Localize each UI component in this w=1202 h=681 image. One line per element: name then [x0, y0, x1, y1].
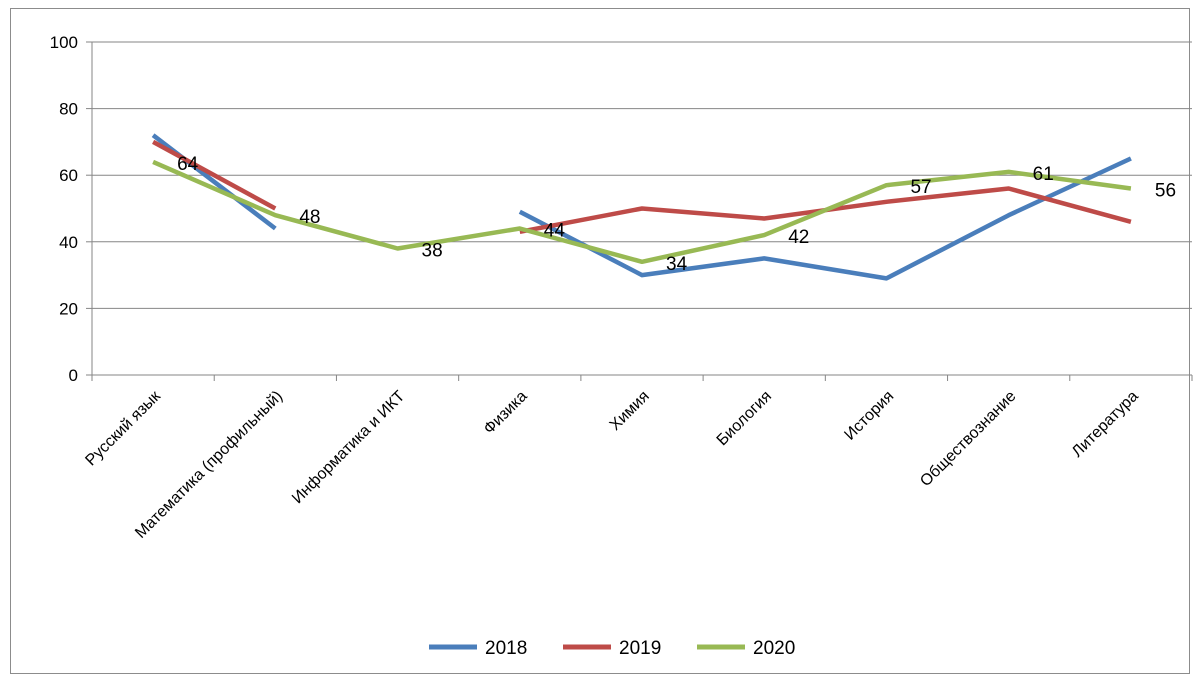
series-line-2019	[152, 139, 277, 211]
x-tick-label: Литература	[1069, 388, 1142, 461]
x-tick-label: Обществознание	[917, 388, 1019, 490]
data-label: 61	[1033, 164, 1054, 185]
x-tick-label: Биология	[714, 388, 775, 449]
legend: 2018 2019 2020	[429, 638, 795, 659]
data-label: 57	[910, 177, 931, 198]
data-label: 44	[544, 220, 566, 241]
data-label: 42	[788, 227, 809, 248]
data-label: 38	[422, 240, 443, 261]
data-label: 56	[1155, 181, 1176, 202]
data-label-layer: 64 48 38 44 34 42 57 61 56	[177, 154, 1176, 275]
y-tick-label: 60	[59, 166, 78, 185]
x-tick-label: Информатика и ИКТ	[289, 388, 409, 508]
legend-label: 2020	[753, 638, 795, 659]
legend-label: 2019	[619, 638, 661, 659]
x-tick-label: Математика (профильный)	[132, 388, 286, 542]
x-tick-label: Русский язык	[82, 387, 164, 469]
data-label: 34	[666, 254, 688, 275]
series-line-2018	[151, 133, 277, 231]
y-tick-label: 80	[59, 100, 78, 119]
x-tick-label: История	[841, 388, 897, 444]
x-tick-label: Химия	[607, 388, 653, 434]
y-tick-label: 20	[59, 299, 78, 318]
series-layer	[151, 133, 1132, 281]
grid-layer	[92, 41, 1192, 309]
series-line-2018	[518, 156, 1132, 281]
data-label: 64	[177, 154, 199, 175]
legend-label: 2018	[485, 638, 527, 659]
data-label: 48	[299, 207, 320, 228]
x-tick-label: Физика	[481, 388, 531, 438]
y-tick-label: 40	[59, 233, 78, 252]
chart-frame	[10, 8, 1190, 674]
y-tick-label: 100	[50, 33, 78, 52]
y-tick-label: 0	[69, 366, 78, 385]
series-line-2020	[152, 159, 1132, 265]
